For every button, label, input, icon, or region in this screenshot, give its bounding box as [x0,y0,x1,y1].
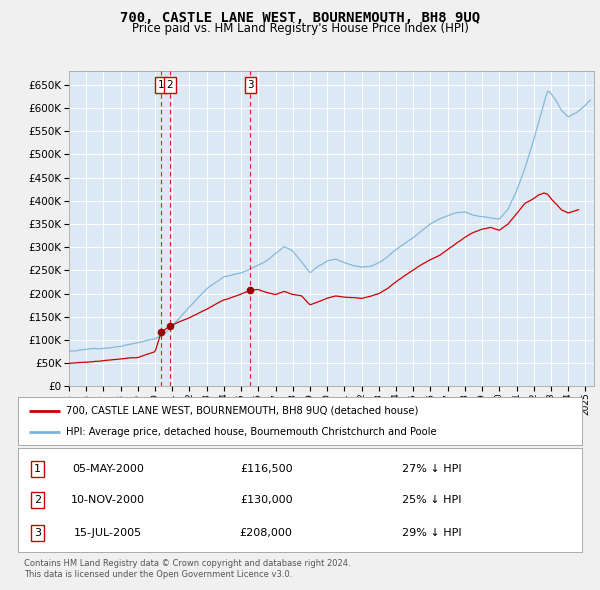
Text: 2: 2 [34,495,41,505]
Text: 1: 1 [34,464,41,474]
Text: Price paid vs. HM Land Registry's House Price Index (HPI): Price paid vs. HM Land Registry's House … [131,22,469,35]
Text: £130,000: £130,000 [240,495,292,505]
Text: 15-JUL-2005: 15-JUL-2005 [74,528,142,538]
Text: 700, CASTLE LANE WEST, BOURNEMOUTH, BH8 9UQ (detached house): 700, CASTLE LANE WEST, BOURNEMOUTH, BH8 … [66,405,418,415]
Text: HPI: Average price, detached house, Bournemouth Christchurch and Poole: HPI: Average price, detached house, Bour… [66,427,437,437]
Text: 05-MAY-2000: 05-MAY-2000 [73,464,144,474]
Text: Contains HM Land Registry data © Crown copyright and database right 2024.: Contains HM Land Registry data © Crown c… [24,559,350,568]
Text: 3: 3 [34,528,41,538]
Text: 29% ↓ HPI: 29% ↓ HPI [401,528,461,538]
Text: 10-NOV-2000: 10-NOV-2000 [71,495,145,505]
Text: 700, CASTLE LANE WEST, BOURNEMOUTH, BH8 9UQ: 700, CASTLE LANE WEST, BOURNEMOUTH, BH8 … [120,11,480,25]
Text: £116,500: £116,500 [240,464,292,474]
Text: 27% ↓ HPI: 27% ↓ HPI [401,464,461,474]
Text: £208,000: £208,000 [240,528,293,538]
Text: 25% ↓ HPI: 25% ↓ HPI [401,495,461,505]
Text: 2: 2 [167,80,173,90]
Text: 1: 1 [158,80,164,90]
Text: This data is licensed under the Open Government Licence v3.0.: This data is licensed under the Open Gov… [24,570,292,579]
Text: 3: 3 [247,80,254,90]
